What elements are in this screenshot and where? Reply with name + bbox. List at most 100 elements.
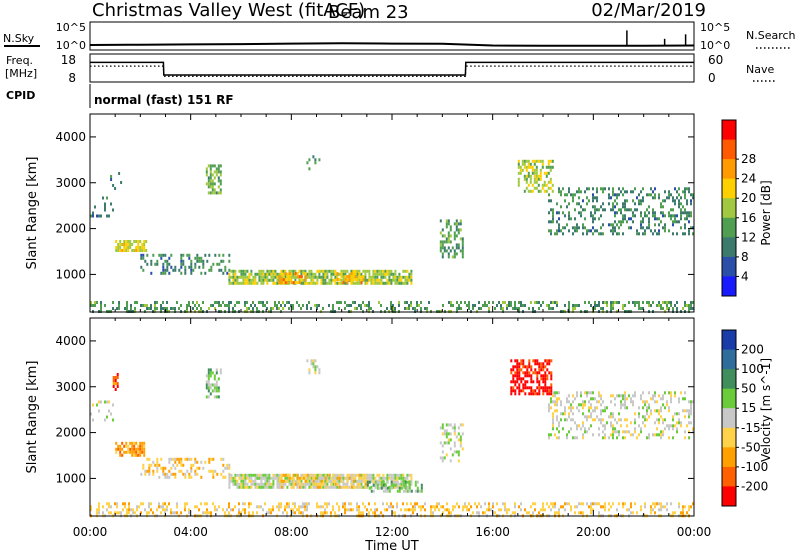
range-cell bbox=[202, 466, 205, 470]
y-tick-label: 3000 bbox=[55, 380, 86, 394]
range-cell bbox=[292, 269, 295, 273]
range-cell bbox=[192, 268, 195, 272]
range-cell bbox=[634, 427, 636, 431]
range-cell bbox=[302, 505, 304, 509]
range-cell bbox=[358, 511, 360, 515]
range-cell bbox=[386, 480, 389, 484]
range-cell bbox=[533, 174, 536, 178]
range-cell bbox=[602, 187, 604, 191]
range-cell bbox=[278, 485, 281, 489]
range-cell bbox=[604, 301, 606, 304]
range-cell bbox=[412, 505, 414, 509]
range-cell bbox=[626, 418, 628, 422]
range-cell bbox=[272, 505, 274, 509]
range-cell bbox=[552, 424, 554, 428]
range-cell bbox=[450, 304, 452, 307]
range-cell bbox=[164, 475, 167, 479]
range-cell bbox=[672, 415, 674, 419]
range-cell bbox=[606, 301, 608, 304]
range-cell bbox=[586, 232, 588, 236]
range-cell bbox=[624, 214, 626, 218]
range-cell bbox=[690, 409, 692, 413]
range-cell bbox=[630, 226, 632, 230]
range-cell bbox=[414, 505, 416, 509]
range-cell bbox=[610, 394, 612, 398]
range-cell bbox=[342, 482, 345, 486]
range-cell bbox=[280, 304, 282, 307]
range-cell bbox=[264, 485, 267, 489]
range-cell bbox=[344, 275, 347, 279]
nave-tick-bottom: 0 bbox=[708, 71, 716, 85]
range-cell bbox=[213, 383, 216, 387]
range-cell bbox=[200, 307, 202, 310]
range-cell bbox=[388, 275, 391, 279]
range-cell bbox=[194, 265, 197, 269]
range-cell bbox=[222, 271, 225, 275]
range-cell bbox=[374, 278, 377, 282]
range-cell bbox=[234, 479, 237, 483]
range-cell bbox=[212, 457, 215, 461]
range-cell bbox=[136, 301, 138, 304]
range-cell bbox=[564, 508, 566, 512]
time-tick-label: 00:00 bbox=[73, 525, 108, 539]
range-cell bbox=[680, 421, 682, 425]
range-cell bbox=[262, 304, 264, 307]
range-cell bbox=[634, 502, 636, 506]
range-cell bbox=[537, 183, 540, 187]
range-cell bbox=[358, 281, 361, 285]
range-cell bbox=[398, 482, 401, 486]
range-cell bbox=[318, 476, 321, 480]
range-cell bbox=[276, 479, 279, 483]
range-cell bbox=[626, 397, 628, 401]
range-cell bbox=[678, 193, 680, 197]
range-cell bbox=[626, 424, 628, 428]
range-cell bbox=[118, 301, 120, 304]
colorbar-tick-label: -100 bbox=[741, 460, 768, 474]
range-cell bbox=[244, 275, 247, 279]
range-cell bbox=[288, 278, 291, 282]
range-cell bbox=[260, 482, 263, 486]
range-cell bbox=[388, 281, 391, 285]
range-cell bbox=[670, 394, 672, 398]
range-cell bbox=[306, 304, 308, 307]
range-cell bbox=[334, 281, 337, 285]
range-cell bbox=[560, 193, 562, 197]
range-cell bbox=[248, 473, 251, 477]
range-cell bbox=[217, 179, 220, 183]
range-cell bbox=[626, 220, 628, 224]
range-cell bbox=[364, 281, 367, 285]
range-cell bbox=[346, 304, 348, 307]
range-cell bbox=[614, 403, 616, 407]
range-cell bbox=[484, 304, 486, 307]
range-cell bbox=[596, 196, 598, 200]
range-cell bbox=[524, 380, 527, 384]
range-cell bbox=[650, 511, 652, 515]
range-cell bbox=[692, 427, 694, 431]
range-cell bbox=[449, 423, 452, 427]
range-cell bbox=[566, 205, 568, 209]
range-cell bbox=[110, 175, 113, 178]
range-cell bbox=[533, 180, 536, 184]
range-cell bbox=[127, 243, 130, 246]
range-cell bbox=[318, 272, 321, 276]
range-cell bbox=[590, 304, 592, 307]
range-cell bbox=[194, 256, 197, 260]
range-cell bbox=[352, 301, 354, 304]
range-cell bbox=[205, 182, 208, 186]
range-cell bbox=[166, 259, 169, 263]
range-cell bbox=[443, 234, 446, 238]
range-cell bbox=[320, 476, 323, 480]
range-cell bbox=[546, 392, 549, 396]
range-cell bbox=[274, 272, 277, 276]
range-cell bbox=[658, 301, 660, 304]
range-cell bbox=[522, 365, 525, 369]
range-cell bbox=[682, 508, 684, 512]
range-cell bbox=[548, 229, 550, 233]
range-cell bbox=[384, 508, 386, 512]
range-cell bbox=[304, 502, 306, 506]
range-cell bbox=[306, 502, 308, 506]
range-cell bbox=[316, 502, 318, 506]
range-cell bbox=[610, 229, 612, 233]
range-cell bbox=[300, 511, 302, 515]
range-cell bbox=[524, 383, 527, 387]
